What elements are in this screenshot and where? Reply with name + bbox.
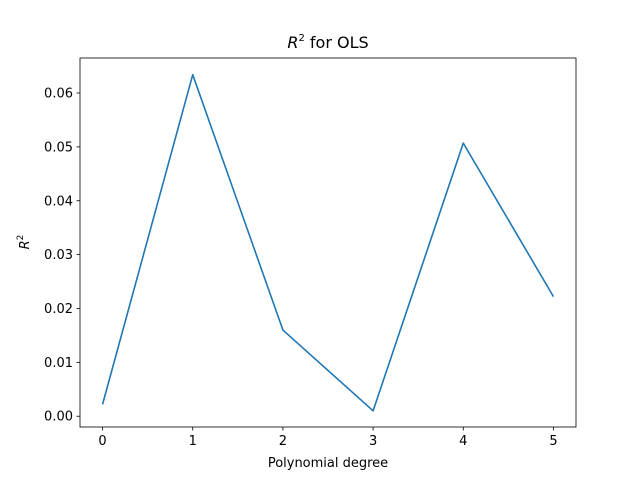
r2-line — [101, 73, 555, 412]
y-tick-label: 0.04 — [44, 194, 73, 209]
y-axis-label: R2 — [16, 235, 33, 250]
y-label-exponent: 2 — [16, 235, 26, 241]
y-axis: 0.00 0.01 0.02 0.03 0.04 0.05 0.06 — [44, 87, 80, 425]
x-axis: 0 1 2 3 4 5 — [98, 427, 558, 449]
series-layer — [101, 73, 555, 412]
x-tick-label: 0 — [98, 434, 106, 449]
x-tick-label: 4 — [459, 434, 467, 449]
y-tick-label: 0.02 — [44, 302, 73, 317]
title-exponent: 2 — [298, 33, 304, 44]
x-axis-label: Polynomial degree — [268, 456, 388, 471]
plot-area — [79, 57, 577, 428]
chart-title: R2 for OLS — [287, 33, 368, 52]
x-tick-label: 5 — [549, 434, 557, 449]
y-label-variable: R — [18, 240, 33, 249]
y-tick-label: 0.03 — [44, 248, 73, 263]
y-tick-label: 0.00 — [44, 410, 73, 425]
y-tick-label: 0.01 — [44, 356, 73, 371]
y-tick-label: 0.05 — [44, 140, 73, 155]
x-tick-label: 2 — [279, 434, 287, 449]
y-tick-label: 0.06 — [44, 87, 73, 102]
title-variable: R — [287, 33, 298, 52]
x-tick-label: 3 — [369, 434, 377, 449]
title-rest: for OLS — [305, 33, 369, 52]
x-tick-label: 1 — [189, 434, 197, 449]
